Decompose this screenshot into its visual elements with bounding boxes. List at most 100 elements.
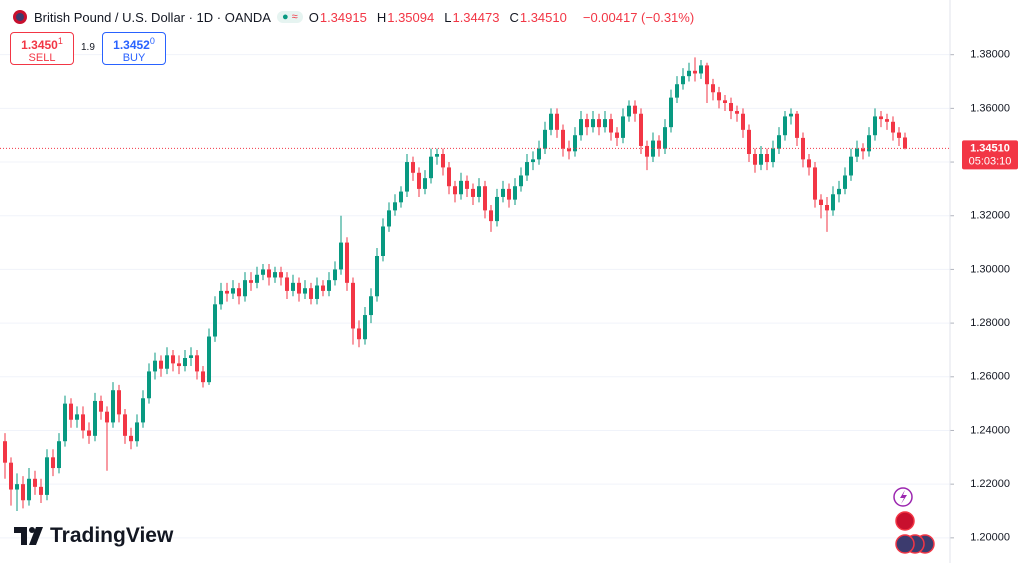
candle-body [219, 290, 223, 305]
candle-body [429, 156, 433, 179]
candle-body [135, 422, 139, 442]
candle-body [435, 154, 439, 157]
y-tick-label: 1.30000 [970, 263, 1010, 275]
y-tick-label: 1.32000 [970, 210, 1010, 222]
market-status[interactable]: ● ≈ [276, 11, 303, 23]
candle-body [345, 242, 349, 283]
candle-body [423, 178, 427, 189]
candle-body [261, 269, 265, 275]
candle-body [675, 84, 679, 98]
ohlc-key: L [444, 9, 452, 25]
candle-body [885, 119, 889, 122]
candle-body [231, 288, 235, 294]
candle-body [741, 113, 745, 130]
candle-body [375, 256, 379, 297]
candle-body [897, 132, 901, 138]
last-price-label: 1.34510 [970, 142, 1010, 154]
candle-body [861, 148, 865, 152]
ohlc-item: C1.34510 [509, 10, 571, 25]
candle-body [399, 191, 403, 203]
candle-body [189, 355, 193, 358]
symbol-icon [13, 10, 27, 24]
candle-body [705, 65, 709, 85]
candle-body [543, 129, 547, 149]
candle-body [801, 137, 805, 160]
candle-body [237, 288, 241, 297]
candle-body [903, 137, 907, 149]
candle-body [195, 355, 199, 372]
candle-body [465, 180, 469, 189]
uk-event[interactable] [895, 511, 915, 531]
us-event[interactable] [895, 534, 915, 554]
candle-body [393, 202, 397, 211]
candle-body [759, 154, 763, 165]
sell-button[interactable]: 1.34501 SELL [10, 32, 74, 65]
candle-body [201, 371, 205, 383]
ohlc-key: O [308, 9, 319, 25]
candle-body [855, 148, 859, 157]
candle-body [255, 274, 259, 283]
candle-body [183, 358, 187, 367]
ohlc-value: 1.34473 [452, 9, 500, 25]
ohlc-value: 1.34510 [519, 9, 567, 25]
candle-body [273, 272, 277, 278]
candle-body [363, 315, 367, 340]
candle-body [873, 116, 877, 136]
candle-body [447, 167, 451, 187]
candle-body [501, 188, 505, 197]
candle-body [75, 414, 79, 420]
candle-body [165, 355, 169, 369]
candle-body [489, 210, 493, 222]
countdown: 05:03:10 [969, 155, 1012, 167]
candle-body [639, 113, 643, 146]
symbol-title[interactable]: British Pound / U.S. Dollar · 1D · OANDA [34, 9, 271, 25]
spread: 1.9 [81, 42, 95, 53]
candle-body [579, 119, 583, 136]
candle-body [309, 288, 313, 299]
y-tick-label: 1.24000 [970, 424, 1010, 436]
candle-body [513, 186, 517, 200]
candle-body [555, 113, 559, 130]
candle-body [615, 132, 619, 138]
candle-body [843, 175, 847, 189]
candle-body [405, 162, 409, 192]
candle-body [567, 148, 571, 152]
candle-body [681, 76, 685, 85]
candle-body [699, 65, 703, 74]
buy-button[interactable]: 1.34520 BUY [102, 32, 166, 65]
candle-body [891, 121, 895, 133]
candle-body [819, 199, 823, 205]
brand-name: TradingView [50, 524, 174, 547]
brand[interactable]: TradingView [14, 524, 173, 548]
candle-body [21, 484, 25, 501]
candle-body [525, 162, 529, 176]
candle-body [327, 280, 331, 291]
candle-body [765, 154, 769, 163]
candle-body [711, 84, 715, 93]
candle-body [549, 113, 553, 130]
candle-body [723, 100, 727, 103]
candle-body [3, 441, 7, 463]
candle-body [171, 355, 175, 364]
y-tick-label: 1.28000 [970, 317, 1010, 329]
price-tag [962, 140, 1018, 170]
y-tick-label: 1.38000 [970, 49, 1010, 61]
ohlc-item: O1.34915 [309, 10, 372, 25]
candle-body [807, 159, 811, 168]
lightning [900, 490, 907, 504]
candle-body [159, 360, 163, 369]
candle-body [15, 484, 19, 490]
y-tick-label: 1.36000 [970, 102, 1010, 114]
candle-body [621, 116, 625, 138]
plot: 1.20000 1.22000 1.24000 1.26000 1.28000 1.300… [0, 49, 1018, 544]
candle-body [279, 272, 283, 278]
candle-body [351, 282, 355, 329]
candle-body [867, 135, 871, 152]
candle-body [123, 414, 127, 436]
buy-pip: 0 [149, 36, 155, 46]
candle-body [609, 119, 613, 133]
ohlc-key: H [376, 9, 387, 25]
candle-body [207, 336, 211, 383]
candle-body [321, 285, 325, 291]
